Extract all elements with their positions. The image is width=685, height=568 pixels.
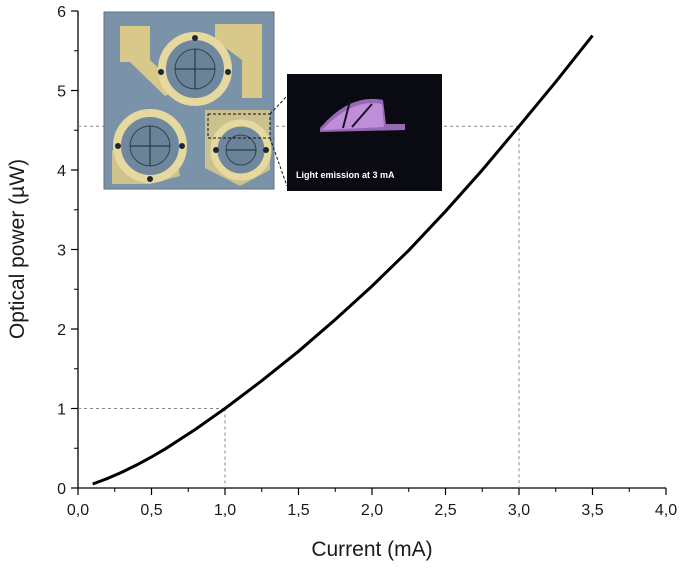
x-tick-label: 2,0 (361, 502, 383, 519)
x-tick-label: 2,5 (434, 502, 456, 519)
y-tick-label: 6 (57, 4, 66, 21)
x-tick-label: 1,5 (287, 502, 309, 519)
series-line (92, 34, 594, 486)
y-tick-label: 1 (57, 402, 66, 419)
x-tick-label: 3,5 (581, 502, 603, 519)
x-tick-label: 0,5 (140, 502, 162, 519)
y-tick-label: 2 (57, 322, 66, 339)
light-emission-inset: Light emission at 3 mA (287, 74, 442, 191)
x-axis-title: Current (mA) (311, 538, 432, 561)
x-tick-label: 1,0 (214, 502, 236, 519)
x-tick-label: 3,0 (508, 502, 530, 519)
y-ticks: 0 1 2 3 4 5 6 (57, 4, 78, 498)
x-tick-label: 4,0 (655, 502, 677, 519)
y-tick-label: 5 (57, 84, 66, 101)
inset-caption: Light emission at 3 mA (296, 170, 395, 180)
y-tick-label: 4 (57, 163, 66, 180)
y-tick-label: 0 (57, 481, 66, 498)
x-tick-label: 0,0 (67, 502, 89, 519)
device-micrograph-inset (103, 11, 288, 190)
x-ticks: 0,0 0,5 1,0 1,5 2,0 2,5 3,0 3,5 4,0 (67, 488, 677, 519)
y-tick-label: 3 (57, 243, 66, 260)
y-axis-title: Optical power (µW) (6, 159, 29, 339)
